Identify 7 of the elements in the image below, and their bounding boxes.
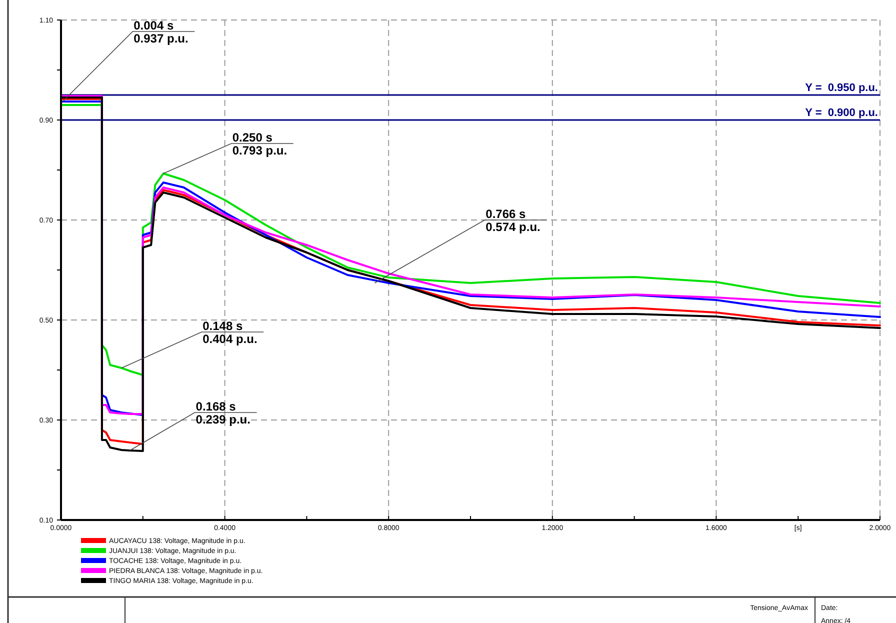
annotation: 0.250 s 0.793 p.u.	[232, 130, 288, 158]
annotation: 0.766 s 0.574 p.u.	[486, 207, 540, 234]
annotation: 0.148 s 0.404 p.u.	[202, 319, 258, 346]
ref-line-label: Y = 0.900 p.u.	[805, 107, 878, 119]
annotation: 0.168 s 0.239 p.u.	[196, 400, 250, 426]
annotation: 0.004 s 0.937 p.u.	[134, 18, 188, 46]
ref-line-label: Y = 0.950 p.u.	[805, 82, 878, 94]
